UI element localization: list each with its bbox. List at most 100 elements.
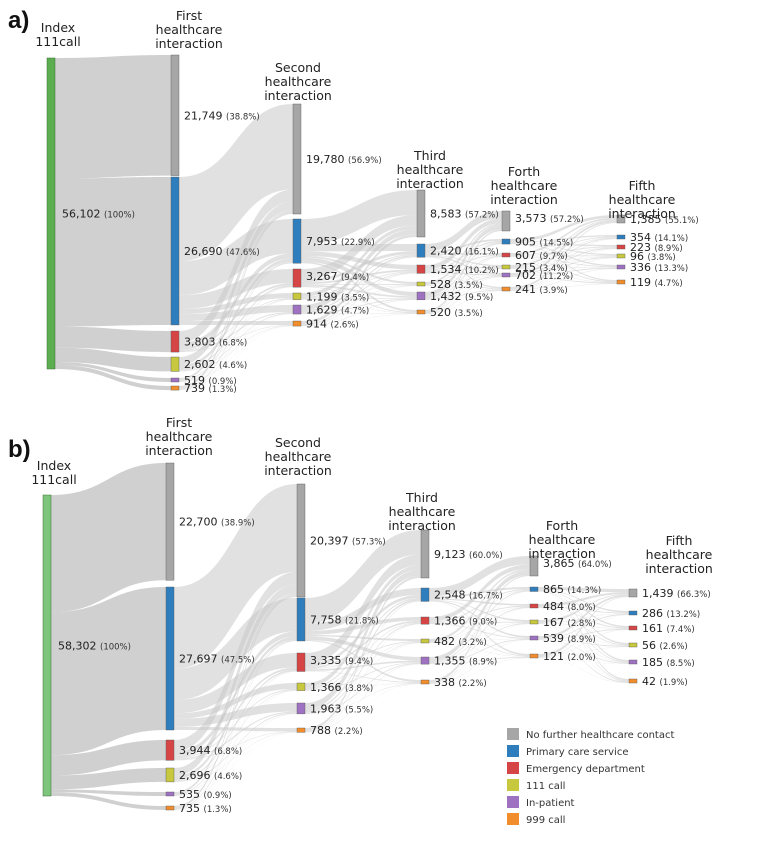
link (538, 623, 629, 682)
link (305, 623, 421, 732)
node-value-label: 7,758 (21.8%) (310, 613, 379, 626)
link (425, 255, 502, 299)
node-value-label: 535 (0.9%) (179, 788, 232, 801)
legend-swatch (507, 796, 519, 808)
link (301, 214, 417, 280)
legend-label: Primary care service (526, 747, 629, 758)
link (174, 688, 297, 759)
node-value-label: 1,629 (4.7%) (306, 304, 369, 317)
node-value-label: 3,573 (57.2%) (515, 212, 584, 225)
link (429, 638, 530, 643)
link (301, 285, 417, 326)
link (174, 584, 297, 776)
node-999-call (165, 805, 175, 811)
node-in-patient (165, 791, 175, 797)
link (179, 325, 293, 372)
node-value-label: 8,583 (57.2%) (430, 208, 499, 221)
node-emergency-department (628, 625, 638, 631)
link (425, 256, 502, 314)
node-primary-care-service (616, 234, 626, 240)
link (301, 298, 417, 314)
link (179, 285, 293, 370)
link (174, 598, 297, 701)
link (425, 290, 502, 314)
link (179, 293, 293, 315)
link (429, 574, 530, 683)
link (425, 218, 502, 270)
link (510, 219, 617, 268)
link (538, 606, 629, 614)
link (429, 638, 530, 664)
node-emergency-department (501, 252, 511, 258)
link (429, 639, 530, 684)
link (429, 570, 530, 662)
node-value-label: 788 (2.2%) (310, 724, 363, 737)
node-999-call (416, 309, 426, 315)
link (429, 568, 530, 642)
link (538, 639, 629, 683)
node-primary-care-service (165, 586, 175, 731)
link (179, 325, 293, 382)
node-value-label: 702 (11.2%) (515, 269, 573, 282)
node-value-label: 354 (14.1%) (630, 231, 688, 244)
link (179, 261, 293, 382)
node-999-call (296, 727, 306, 733)
node-value-label: 607 (9.7%) (515, 249, 568, 262)
link (179, 298, 293, 351)
link (301, 284, 417, 298)
link (179, 211, 293, 389)
link (510, 217, 617, 256)
link (174, 713, 297, 810)
link (538, 590, 629, 628)
node-value-label: 7,953 (22.9%) (306, 235, 375, 248)
node-in-patient (628, 659, 638, 665)
node-value-label: 223 (8.9%) (630, 241, 683, 254)
link (538, 639, 629, 647)
link (174, 484, 297, 669)
link (305, 575, 421, 731)
link (429, 599, 530, 622)
node-value-label: 482 (3.2%) (434, 635, 487, 648)
link (429, 624, 530, 657)
link (510, 247, 617, 277)
link (301, 256, 417, 325)
column-header: First healthcare interaction (145, 415, 213, 458)
link (55, 55, 171, 179)
node-111-call (628, 642, 638, 648)
link (179, 313, 293, 382)
link (429, 556, 530, 597)
link (301, 313, 417, 327)
node-999-call (420, 679, 430, 685)
link (425, 229, 502, 313)
link (179, 313, 293, 390)
link (510, 237, 617, 276)
link (305, 554, 421, 665)
node-value-label: 338 (2.2%) (434, 676, 487, 689)
legend-label: In-patient (526, 798, 575, 809)
node-value-label: 22,700 (38.9%) (179, 516, 255, 529)
node-in-patient (420, 656, 430, 665)
node-value-label: 56,102 (100%) (62, 208, 135, 221)
legend-label: No further healthcare contact (526, 730, 674, 741)
link (174, 592, 297, 795)
node-primary-care-service (292, 218, 302, 264)
column-header: Second healthcare interaction (264, 60, 332, 103)
link (510, 267, 617, 277)
link (55, 347, 171, 372)
node-value-label: 3,865 (64.0%) (543, 557, 612, 570)
link (55, 177, 171, 327)
nodes-layer (42, 54, 638, 811)
node-value-label: 3,803 (6.8%) (184, 336, 247, 349)
legend-swatch (507, 779, 519, 791)
link (425, 240, 502, 272)
link (305, 530, 421, 624)
link (538, 607, 629, 629)
link (425, 256, 502, 289)
link (305, 569, 421, 710)
link (510, 237, 617, 268)
legend-label: 111 call (526, 781, 565, 792)
link (174, 732, 297, 796)
node-no-further-healthcare-contact (170, 54, 180, 176)
link (425, 243, 502, 313)
link (179, 104, 293, 262)
